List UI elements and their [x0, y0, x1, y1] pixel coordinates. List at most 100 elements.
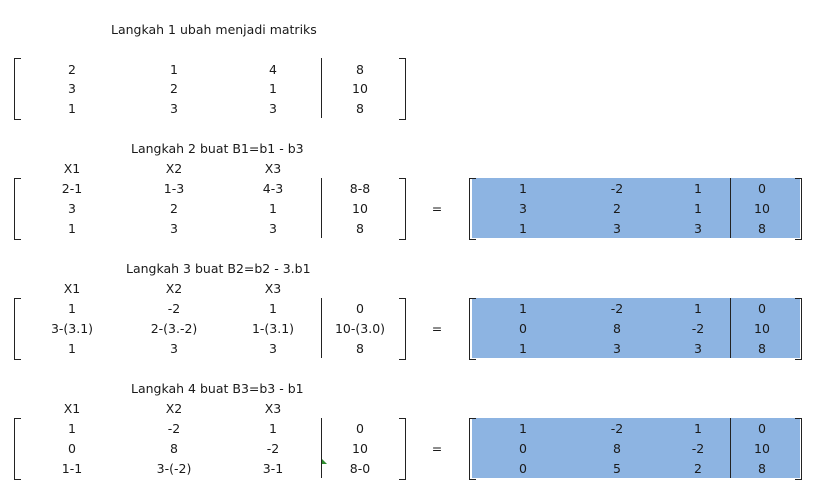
matrix-cell: 10 — [352, 201, 368, 216]
matrix-cell: 3 — [269, 101, 277, 116]
matrix-cell: -2 — [167, 301, 181, 316]
matrix-cell: 3 — [170, 341, 178, 356]
step-4-result-left-bracket — [469, 418, 476, 480]
step-1-title: Langkah 1 ubah menjadi matriks — [111, 22, 317, 37]
result-cell: 0 — [758, 301, 766, 316]
result-cell: 0 — [519, 461, 527, 476]
matrix-cell: 10 — [352, 441, 368, 456]
result-cell: 0 — [519, 441, 527, 456]
result-cell: 1 — [519, 221, 527, 236]
equals-sign: = — [431, 321, 443, 336]
matrix-cell: 3 — [68, 81, 76, 96]
step-2-left-bracket — [14, 178, 21, 240]
column-header: X3 — [264, 161, 282, 176]
matrix-cell: 3-(-2) — [156, 461, 192, 476]
result-cell: -2 — [610, 421, 624, 436]
step-4-result-highlight — [472, 418, 800, 478]
result-cell: 3 — [519, 201, 527, 216]
step-1-right-bracket — [399, 58, 406, 120]
result-cell: -2 — [691, 321, 705, 336]
result-cell: 0 — [758, 181, 766, 196]
step-4-augment-line — [321, 418, 322, 478]
column-header: X1 — [63, 401, 81, 416]
result-cell: 1 — [519, 341, 527, 356]
step-1-left-bracket — [14, 58, 21, 120]
matrix-cell: 0 — [356, 301, 364, 316]
result-cell: 8 — [613, 441, 621, 456]
step-3-result-highlight — [472, 298, 800, 358]
matrix-cell: 10 — [352, 81, 368, 96]
step-2-result-left-bracket — [469, 178, 476, 240]
result-cell: 5 — [613, 461, 621, 476]
matrix-cell: 3 — [170, 221, 178, 236]
matrix-cell: 2 — [170, 201, 178, 216]
matrix-cell: 1 — [68, 421, 76, 436]
step-3-result-right-bracket — [795, 298, 802, 360]
result-cell: -2 — [610, 181, 624, 196]
result-cell: -2 — [691, 441, 705, 456]
result-cell: 1 — [694, 201, 702, 216]
matrix-cell: 1 — [269, 301, 277, 316]
step-2-result-right-bracket — [795, 178, 802, 240]
step-2-title: Langkah 2 buat B1=b1 - b3 — [131, 141, 304, 156]
matrix-cell: 8-0 — [349, 461, 371, 476]
column-header: X3 — [264, 401, 282, 416]
matrix-cell: 1 — [269, 201, 277, 216]
matrix-cell: 8 — [356, 341, 364, 356]
matrix-cell: 2 — [68, 62, 76, 77]
matrix-cell: 3 — [68, 201, 76, 216]
step-4-result-right-bracket — [795, 418, 802, 480]
matrix-cell: 2 — [170, 81, 178, 96]
matrix-cell: 1 — [68, 301, 76, 316]
matrix-cell: 1-(3.1) — [251, 321, 295, 336]
equals-sign: = — [431, 201, 443, 216]
step-2-result-augment-line — [730, 178, 731, 238]
column-header: X2 — [165, 281, 183, 296]
matrix-cell: 3-(3.1) — [50, 321, 94, 336]
result-cell: 0 — [519, 321, 527, 336]
matrix-cell: 0 — [68, 441, 76, 456]
step-3-title: Langkah 3 buat B2=b2 - 3.b1 — [126, 261, 311, 276]
step-4-result-augment-line — [730, 418, 731, 478]
result-cell: 3 — [613, 221, 621, 236]
matrix-cell: -2 — [167, 421, 181, 436]
result-cell: 8 — [613, 321, 621, 336]
matrix-cell: 2-1 — [61, 181, 83, 196]
matrix-cell: 8 — [170, 441, 178, 456]
result-cell: 8 — [758, 341, 766, 356]
matrix-cell: 8 — [356, 221, 364, 236]
result-cell: 3 — [694, 341, 702, 356]
matrix-cell: 1 — [68, 341, 76, 356]
result-cell: 1 — [694, 421, 702, 436]
matrix-cell: 1-3 — [163, 181, 185, 196]
matrix-cell: 4 — [269, 62, 277, 77]
matrix-cell: 1 — [269, 421, 277, 436]
result-cell: 1 — [519, 181, 527, 196]
result-cell: 10 — [754, 441, 770, 456]
step-2-result-highlight — [472, 178, 800, 238]
result-cell: 3 — [613, 341, 621, 356]
matrix-cell: 1 — [68, 221, 76, 236]
matrix-cell: 1-1 — [61, 461, 83, 476]
result-cell: 1 — [519, 301, 527, 316]
equals-sign: = — [431, 441, 443, 456]
matrix-cell: 10-(3.0) — [334, 321, 386, 336]
matrix-cell: 1 — [269, 81, 277, 96]
result-cell: 2 — [613, 201, 621, 216]
step-2-augment-line — [321, 178, 322, 238]
result-cell: 1 — [694, 301, 702, 316]
result-cell: 0 — [758, 421, 766, 436]
column-header: X2 — [165, 401, 183, 416]
step-3-result-left-bracket — [469, 298, 476, 360]
step-4-left-bracket — [14, 418, 21, 480]
matrix-cell: 3 — [269, 221, 277, 236]
matrix-cell: 8-8 — [349, 181, 371, 196]
step-3-augment-line — [321, 298, 322, 358]
step-4-title: Langkah 4 buat B3=b3 - b1 — [131, 381, 304, 396]
matrix-cell: 2-(3.-2) — [150, 321, 198, 336]
matrix-cell: -2 — [266, 441, 280, 456]
matrix-cell: 8 — [356, 62, 364, 77]
step-4-right-bracket — [399, 418, 406, 480]
result-cell: 1 — [694, 181, 702, 196]
matrix-cell: 8 — [356, 101, 364, 116]
